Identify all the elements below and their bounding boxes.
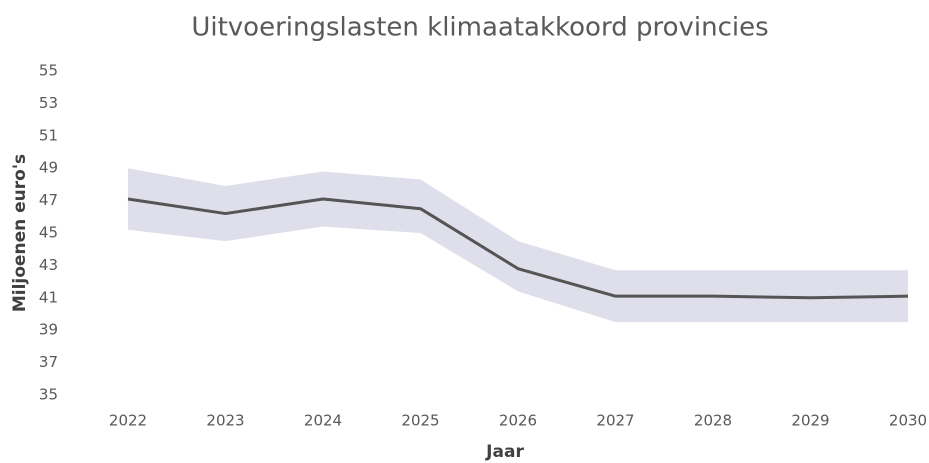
- x-tick-label: 2030: [889, 412, 927, 430]
- x-tick-label: 2022: [109, 412, 147, 430]
- x-tick-label: 2026: [499, 412, 537, 430]
- line: [127, 197, 909, 300]
- y-tick-label: 47: [39, 191, 58, 209]
- x-tick-label: 2029: [791, 412, 829, 430]
- y-tick-label: 49: [39, 159, 58, 177]
- x-tick-label: 2025: [401, 412, 439, 430]
- y-tick-label: 41: [39, 288, 58, 306]
- x-tick-label: 2027: [596, 412, 634, 430]
- x-tick-label: 2023: [206, 412, 244, 430]
- y-tick-label: 37: [39, 353, 58, 371]
- y-axis-label: Miljoenen euro's: [10, 154, 30, 312]
- y-tick-label: 55: [39, 62, 58, 80]
- y-tick-label: 39: [39, 321, 58, 339]
- x-tick-label: 2024: [304, 412, 342, 430]
- x-axis-label: Jaar: [485, 442, 524, 462]
- y-tick-label: 45: [39, 224, 58, 242]
- y-tick-label: 43: [39, 256, 58, 274]
- x-tick-label: 2028: [694, 412, 732, 430]
- y-tick-label: 53: [39, 94, 58, 112]
- confidence-band: [128, 168, 908, 323]
- chart-title: Uitvoeringslasten klimaatakkoord provinc…: [191, 13, 768, 43]
- y-tick-label: 35: [39, 386, 58, 404]
- y-tick-label: 51: [39, 126, 58, 144]
